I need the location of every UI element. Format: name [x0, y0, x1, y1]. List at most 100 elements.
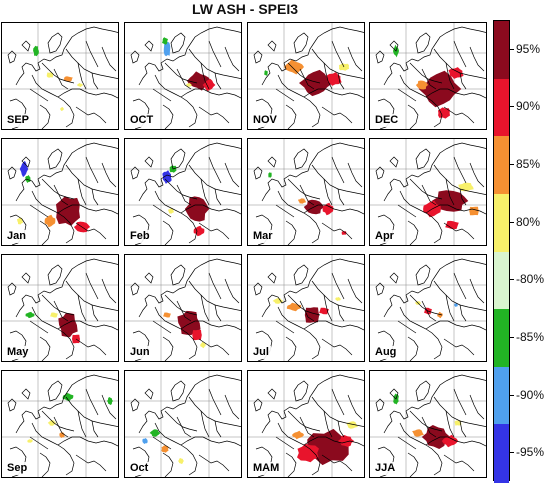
- map-panel-may: May: [1, 254, 119, 362]
- border-line: [180, 436, 241, 447]
- border-line: [407, 452, 419, 477]
- border-line: [377, 214, 395, 245]
- border-line: [9, 98, 27, 129]
- map-panel-dec: DEC: [369, 22, 487, 130]
- signal-patch: [25, 175, 31, 183]
- border-line: [170, 264, 186, 286]
- border-line: [253, 282, 263, 296]
- signal-patch: [58, 312, 78, 338]
- border-line: [21, 388, 31, 400]
- signal-patch: [107, 397, 113, 405]
- border-line: [152, 88, 172, 102]
- border-line: [29, 204, 49, 218]
- border-line: [267, 388, 277, 400]
- border-line: [389, 272, 399, 284]
- border-line: [198, 222, 230, 240]
- map-image: [2, 139, 118, 245]
- signal-patch: [168, 208, 174, 214]
- border-line: [375, 282, 385, 296]
- map-panel-sep: Sep: [1, 370, 119, 478]
- colorbar-tick-label: -90%: [516, 387, 545, 402]
- colorbar: [493, 20, 510, 483]
- border-line: [200, 410, 210, 438]
- border-line: [31, 422, 75, 476]
- map-panel-oct: Oct: [124, 370, 242, 478]
- border-line: [65, 396, 118, 427]
- signal-patch: [25, 311, 35, 319]
- border-line: [91, 188, 99, 206]
- signal-patch: [415, 80, 429, 90]
- border-line: [144, 272, 154, 284]
- border-line: [77, 62, 87, 90]
- border-line: [375, 166, 385, 180]
- border-line: [85, 272, 99, 300]
- colorbar-tick-label: 80%: [516, 214, 541, 229]
- border-line: [323, 62, 333, 90]
- map-image: [248, 255, 364, 361]
- border-line: [377, 98, 395, 129]
- colorbar-segment: [494, 366, 509, 425]
- border-line: [275, 88, 295, 102]
- border-line: [57, 88, 118, 99]
- border-line: [275, 320, 295, 334]
- border-line: [39, 220, 51, 245]
- border-line: [170, 148, 186, 170]
- border-line: [75, 454, 107, 472]
- border-line: [397, 436, 417, 450]
- panel-label: SEP: [5, 114, 32, 127]
- border-line: [415, 32, 431, 54]
- colorbar-tick: [510, 452, 514, 454]
- border-line: [214, 188, 222, 206]
- border-line: [253, 166, 263, 180]
- map-image: [248, 139, 364, 245]
- border-line: [101, 278, 117, 304]
- border-line: [303, 320, 364, 331]
- border-line: [261, 142, 364, 202]
- signal-patch: [200, 341, 206, 349]
- signal-patch: [50, 312, 58, 318]
- border-line: [453, 40, 467, 68]
- colorbar-segment: [494, 424, 509, 483]
- border-line: [277, 74, 321, 128]
- border-line: [208, 388, 222, 416]
- border-line: [91, 420, 99, 438]
- border-line: [253, 398, 263, 412]
- border-line: [287, 62, 321, 84]
- border-line: [77, 410, 87, 438]
- border-line: [415, 148, 431, 170]
- border-line: [154, 190, 198, 244]
- border-line: [323, 294, 333, 322]
- border-line: [311, 396, 364, 427]
- border-line: [65, 280, 118, 311]
- border-line: [130, 398, 140, 412]
- border-line: [397, 88, 417, 102]
- panel-label: Mar: [251, 230, 275, 243]
- signal-patch: [56, 196, 80, 226]
- panel-label: Apr: [373, 230, 396, 243]
- colorbar-segment: [494, 251, 509, 310]
- border-line: [29, 436, 49, 450]
- panel-label: MAM: [251, 462, 282, 475]
- colorbar-tick: [510, 394, 514, 396]
- border-line: [77, 294, 87, 322]
- border-line: [29, 88, 49, 102]
- border-line: [214, 72, 222, 90]
- border-line: [75, 106, 107, 124]
- signal-patch: [163, 312, 171, 318]
- border-line: [331, 388, 345, 416]
- signal-patch: [59, 107, 65, 111]
- border-line: [85, 156, 99, 184]
- border-line: [383, 142, 486, 202]
- border-line: [407, 336, 419, 361]
- border-line: [377, 330, 395, 361]
- border-line: [407, 220, 419, 245]
- border-line: [130, 166, 140, 180]
- signal-patch: [326, 72, 342, 86]
- border-line: [267, 272, 277, 284]
- border-line: [293, 264, 309, 286]
- colorbar-segment: [494, 309, 509, 368]
- border-line: [188, 164, 241, 195]
- panel-label: Feb: [128, 230, 152, 243]
- border-line: [53, 184, 69, 206]
- border-line: [176, 68, 192, 90]
